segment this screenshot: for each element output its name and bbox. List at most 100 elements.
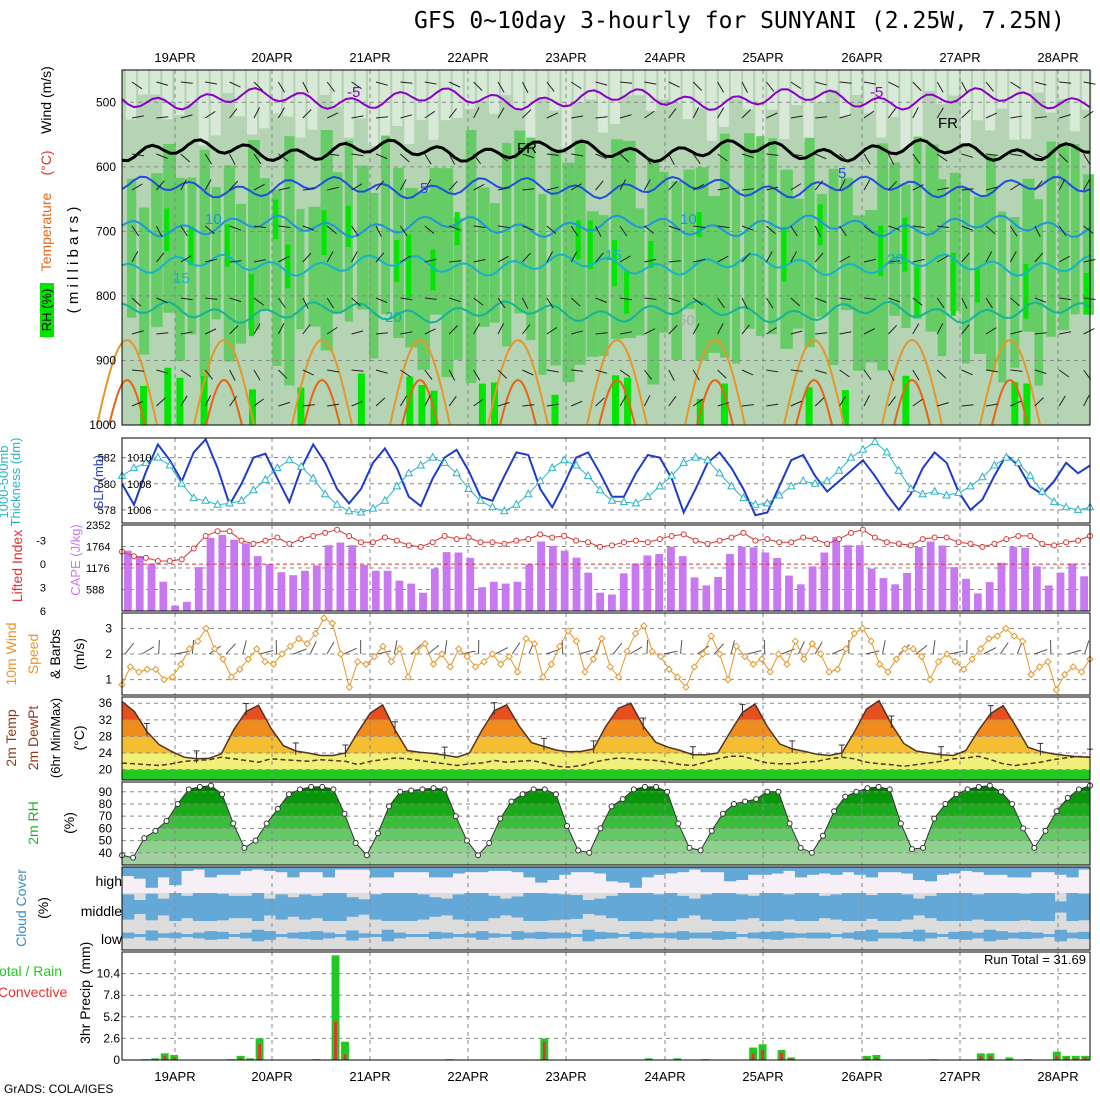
- cape-bar: [855, 545, 864, 611]
- cloud-bar: [641, 893, 654, 921]
- wind-speed-point: [438, 650, 446, 658]
- rh-patch: [925, 144, 939, 332]
- rh-patch: [465, 130, 477, 384]
- wind-barb: [1010, 153, 1023, 157]
- wind-speed-point: [295, 634, 303, 643]
- wind-barb: [448, 325, 458, 335]
- wind-barb: [1034, 397, 1044, 407]
- wind-barb: [985, 297, 993, 309]
- cloud-bar: [971, 894, 985, 920]
- precip-convective-bar: [343, 1054, 347, 1060]
- lifted-index-point: [585, 539, 592, 546]
- precip-convective-bar: [1055, 1055, 1059, 1060]
- cloud-level-high: high: [96, 873, 122, 889]
- wind-barb: [449, 260, 462, 263]
- cape-bar: [678, 556, 687, 611]
- wind-speed-point: [1069, 663, 1077, 671]
- wind-barb: [546, 403, 559, 407]
- cloud-bar: [440, 898, 454, 916]
- rh-patch: [164, 208, 170, 252]
- cloud-bar: [936, 934, 949, 937]
- wind-barb: [399, 179, 407, 191]
- credit-label: GrADS: COLA/IGES: [4, 1082, 114, 1096]
- rh-patch: [174, 70, 185, 116]
- thickness-point: [990, 460, 999, 469]
- cloud-bar: [535, 867, 548, 883]
- thickness-point: [739, 493, 748, 502]
- rh-patch: [840, 177, 853, 311]
- lifted-index-point: [597, 543, 604, 550]
- wind-barb: [595, 180, 604, 191]
- cloud-bar: [417, 934, 430, 937]
- wind-barb-10m: [747, 650, 762, 655]
- wind-barb: [327, 153, 340, 156]
- rh2m-point: [597, 825, 604, 832]
- thickness-point: [201, 495, 210, 504]
- wind-barb-10m: [377, 650, 392, 655]
- cloud-bar: [1078, 931, 1091, 940]
- isotherm-30: [795, 378, 833, 426]
- wind-barb: [595, 397, 605, 407]
- cloud-bar: [901, 867, 914, 874]
- cloud-bar: [948, 893, 961, 921]
- cloud-bar: [1019, 931, 1032, 940]
- thickness-point: [1025, 470, 1035, 479]
- wind-barb: [985, 251, 993, 263]
- wind-barb: [375, 397, 386, 407]
- thickness-point: [655, 481, 665, 490]
- wind-barb: [424, 153, 432, 165]
- cloud-bar: [428, 931, 442, 940]
- rh-patch: [464, 70, 475, 109]
- wind-barb: [156, 153, 168, 159]
- wind-barb: [571, 115, 584, 119]
- cape-bar: [395, 580, 404, 611]
- rh-patch: [816, 193, 827, 317]
- rh-patch: [804, 137, 815, 348]
- rh-patch: [841, 390, 849, 425]
- wind-barb: [229, 260, 242, 263]
- lifted-index-point: [728, 534, 735, 541]
- rh-patch: [718, 70, 729, 127]
- cloud-bar: [405, 867, 418, 873]
- wind-barb: [692, 153, 701, 164]
- wind-barb: [912, 107, 919, 119]
- wind-barb-10m: [612, 642, 623, 655]
- rh-patch: [537, 70, 548, 98]
- date-label-bottom-20APR: 20APR: [251, 1069, 292, 1084]
- wind-speed-point: [311, 629, 320, 638]
- wind-barb: [839, 179, 846, 191]
- cloud-bar: [665, 932, 678, 939]
- rh-patch: [1045, 70, 1056, 113]
- cloud-bar: [1019, 893, 1032, 921]
- cape-bar: [407, 583, 416, 611]
- rh-patch: [331, 70, 342, 107]
- wind-barb: [741, 225, 754, 231]
- cloud-bar: [133, 900, 147, 914]
- cloud-bar: [558, 932, 572, 939]
- rh-patch: [743, 70, 754, 110]
- lifted-index-point: [465, 534, 472, 541]
- wind-barb: [473, 107, 480, 119]
- thickness-point: [559, 455, 569, 464]
- thickness-point: [571, 460, 581, 469]
- thickness-point: [942, 490, 951, 499]
- wind-barb: [424, 297, 437, 300]
- wind-barb: [278, 153, 289, 162]
- rh-patch: [150, 70, 161, 95]
- wind-barb: [1083, 328, 1095, 335]
- wind-barb: [936, 255, 948, 263]
- wind-barb: [619, 395, 627, 407]
- y-tick-pressure: 1000: [89, 418, 116, 432]
- wind-barb: [473, 225, 486, 229]
- rh-patch: [612, 239, 617, 287]
- wind-barb: [180, 369, 192, 378]
- rh-patch: [658, 70, 669, 100]
- rh-patch: [756, 136, 765, 337]
- rh-patch: [912, 70, 923, 141]
- rh-patch: [296, 209, 305, 330]
- wind-barb: [253, 259, 266, 263]
- wind-barb: [375, 252, 385, 263]
- rh2m-point: [530, 786, 537, 793]
- lifted-index-point: [477, 539, 484, 546]
- y-tick-precip: 5.2: [103, 1010, 120, 1024]
